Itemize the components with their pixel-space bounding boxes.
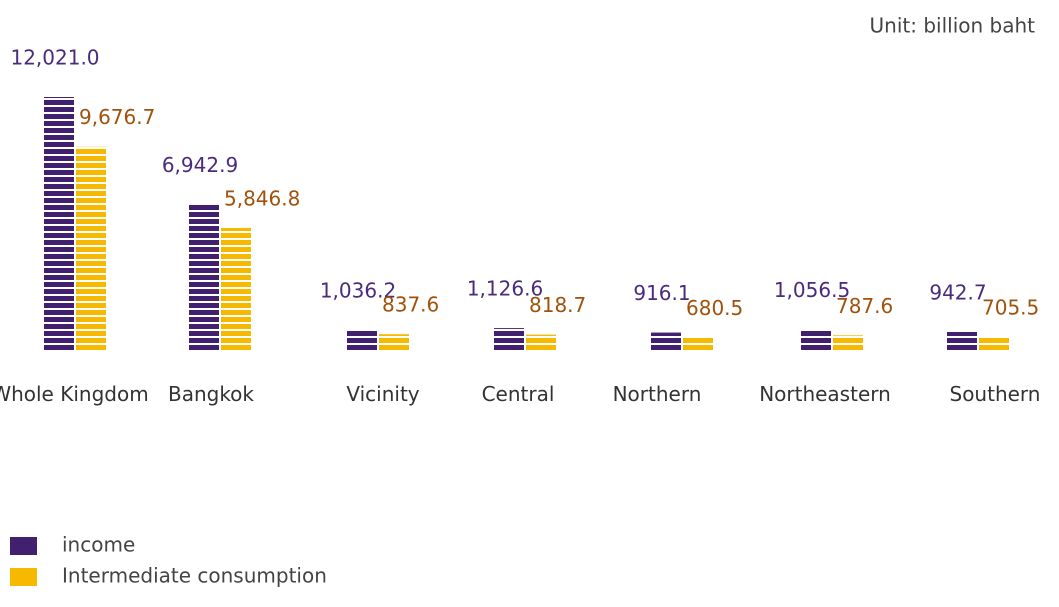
- value-label: 5,846.8: [224, 186, 300, 210]
- bar: [526, 334, 556, 352]
- bar: [801, 329, 831, 352]
- value-label: 916.1: [633, 281, 690, 305]
- value-label: 6,942.9: [162, 153, 238, 177]
- bar: [651, 332, 681, 352]
- value-label: 942.7: [929, 281, 986, 305]
- x-tick-label: Northern: [612, 382, 702, 406]
- x-tick-label: Southern: [949, 382, 1041, 406]
- bar: [979, 337, 1009, 352]
- bar: [833, 335, 863, 352]
- unit-note: Unit: billion baht: [870, 14, 1036, 38]
- value-label: 705.5: [982, 296, 1039, 320]
- x-tick-label: Central: [481, 382, 555, 406]
- value-label: 837.6: [382, 293, 439, 317]
- x-tick-label: Bangkok: [167, 382, 255, 406]
- bar: [189, 204, 219, 352]
- value-label: 818.7: [529, 293, 586, 317]
- x-tick-label: Vicinity: [346, 382, 420, 406]
- legend-label: income: [62, 533, 135, 557]
- value-label: 12,021.0: [10, 46, 99, 70]
- x-tick-label: Northeastern: [759, 382, 891, 406]
- bar: [683, 337, 713, 352]
- legend-label: Intermediate consumption: [62, 564, 327, 588]
- x-tick-label: Whole Kingdom: [0, 382, 149, 406]
- value-label: 9,676.7: [79, 105, 155, 129]
- value-label: 787.6: [836, 294, 893, 318]
- bar: [379, 334, 409, 352]
- bar: [221, 227, 251, 352]
- bar: [44, 97, 74, 352]
- value-label: 1,126.6: [467, 277, 543, 301]
- value-label: 1,056.5: [774, 278, 850, 302]
- bar: [494, 328, 524, 352]
- value-label: 680.5: [686, 296, 743, 320]
- bar: [347, 330, 377, 352]
- legend-swatch: [10, 537, 37, 555]
- legend-swatch: [10, 568, 37, 586]
- bar: [76, 146, 106, 352]
- value-label: 1,036.2: [320, 279, 396, 303]
- bar: [947, 332, 977, 352]
